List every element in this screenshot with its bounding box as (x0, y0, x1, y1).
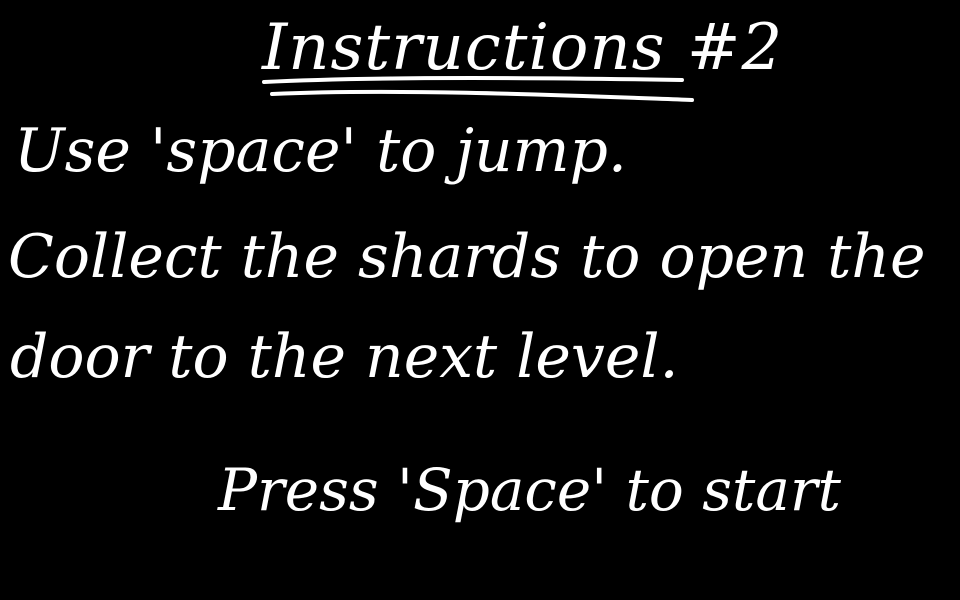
instruction-line-3: door to the next level. (10, 322, 679, 392)
title-block: Instructions #2 (262, 8, 902, 108)
instruction-line-2: Collect the shards to open the (8, 222, 926, 292)
instruction-line-1: Use 'space' to jump. (14, 116, 628, 186)
title-underline (262, 76, 694, 102)
page-title: Instructions #2 (262, 11, 784, 85)
start-prompt: Press 'Space' to start (218, 456, 841, 524)
